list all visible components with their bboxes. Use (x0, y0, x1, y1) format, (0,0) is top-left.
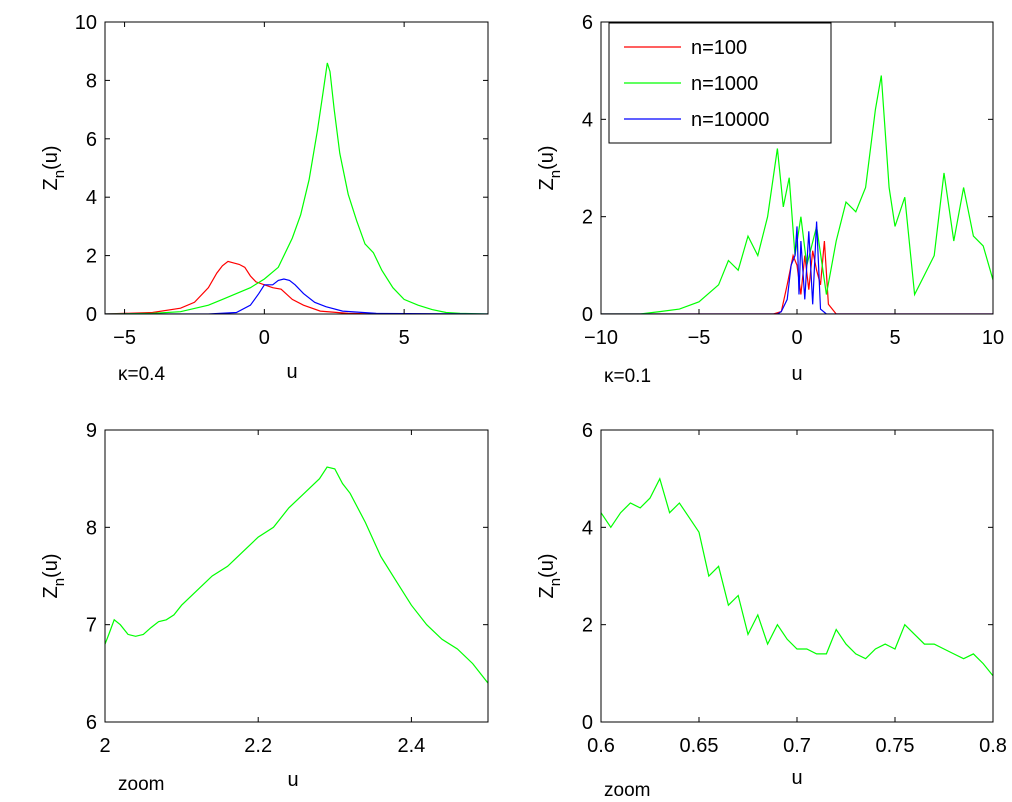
x-tick-label: 2 (99, 735, 110, 757)
legend: n=100 n=1000 n=10000 (608, 22, 832, 144)
series-group (601, 477, 993, 677)
y-tick-label: 2 (582, 615, 593, 637)
annotation: κ=0.1 (604, 366, 651, 387)
y-tick-label: 0 (582, 712, 593, 734)
x-axis-label: u (286, 361, 297, 383)
x-axis-label: u (287, 769, 298, 791)
y-tick-label: 6 (86, 129, 97, 151)
y-tick-label: 8 (86, 70, 97, 92)
y-tick-label: 0 (582, 304, 593, 326)
axes-box (104, 429, 489, 723)
y-tick-label: 7 (86, 615, 97, 637)
legend-label: n=10000 (691, 109, 769, 131)
axes-box (600, 429, 994, 723)
series-line-n-10000 (601, 221, 993, 314)
x-tick-label: 10 (982, 327, 1004, 349)
legend-label: n=100 (691, 37, 747, 59)
x-tick-label: 0.6 (587, 735, 615, 757)
x-tick-label: 0.8 (979, 735, 1007, 757)
y-tick-label: 6 (582, 12, 593, 34)
annotation: zoom (118, 774, 164, 795)
x-tick-label: 0 (259, 327, 270, 349)
y-tick-label: 4 (582, 109, 593, 131)
y-tick-label: 4 (86, 187, 97, 209)
y-axis-label: Zn(u) (536, 553, 564, 598)
y-tick-label: 6 (86, 712, 97, 734)
x-axis-label: u (791, 363, 802, 385)
x-tick-label: −10 (584, 327, 618, 349)
series-line-1 (105, 260, 377, 314)
x-tick-label: 5 (399, 327, 410, 349)
y-tick-label: 10 (75, 12, 97, 34)
y-tick-label: 0 (86, 304, 97, 326)
series-line-3 (105, 278, 488, 314)
y-axis-label: Zn(u) (536, 145, 564, 190)
y-tick-label: 2 (582, 207, 593, 229)
x-tick-label: 5 (889, 327, 900, 349)
annotation: zoom (604, 780, 650, 801)
subplot-2: −10 −5 0 5 100246uZn(u)κ=0.1n=100n=1000n=100… (536, 12, 1004, 387)
series-line-1 (601, 477, 993, 677)
series-line-1 (105, 466, 488, 684)
y-tick-label: 2 (86, 246, 97, 268)
subplot-1: −5 0 5 0 2 4 6 8 10 u Zn(u) κ=0.4 (40, 12, 489, 385)
y-axis-label: Zn(u) (40, 145, 68, 190)
y-axis-label: Zn(u) (40, 553, 68, 598)
x-tick-label: −5 (113, 327, 136, 349)
y-tick-label: 6 (582, 420, 593, 442)
y-tick-label: 9 (86, 420, 97, 442)
x-tick-label: 2.4 (397, 735, 425, 757)
subplot-4: 0.6 0.65 0.7 0.75 0.8 0 2 4 6 u Zn(u) zoom (536, 420, 1007, 801)
x-axis-label: u (791, 767, 802, 789)
x-tick-label: 0.7 (783, 735, 811, 757)
y-tick-label: 8 (86, 517, 97, 539)
subplot-3: 2 2.2 2.4 6 7 8 9 u Zn(u) zoom (40, 420, 489, 795)
x-tick-label: 0 (791, 327, 802, 349)
series-group (601, 75, 993, 314)
series-line-2 (105, 62, 488, 314)
y-tick-label: 4 (582, 517, 593, 539)
x-tick-label: 0.75 (876, 735, 915, 757)
series-group (105, 466, 488, 684)
series-line-n-1000 (601, 75, 993, 314)
legend-label: n=1000 (691, 73, 758, 95)
axes-box (104, 21, 489, 315)
x-tick-label: 0.65 (680, 735, 719, 757)
annotation: κ=0.4 (118, 364, 165, 385)
x-tick-label: −5 (688, 327, 711, 349)
x-tick-label: 2.2 (244, 735, 272, 757)
series-group (105, 62, 488, 314)
